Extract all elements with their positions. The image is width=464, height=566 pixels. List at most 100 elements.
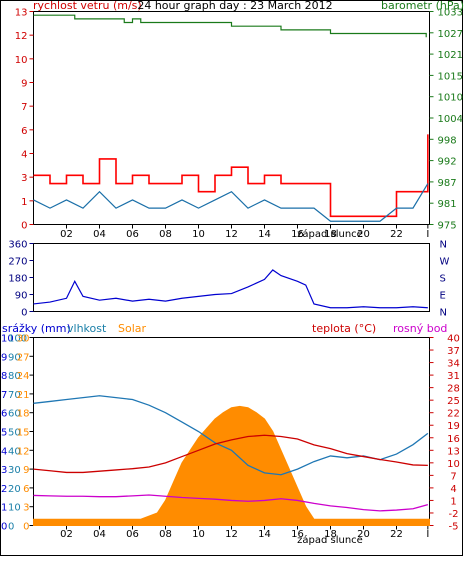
- temp-tick-label: 28: [447, 384, 460, 395]
- x-tick-label: 16: [291, 529, 304, 540]
- barometer-tick-label: 1033: [438, 8, 463, 19]
- series-rosný bod: [33, 494, 429, 512]
- barometer-tick-label: 1004: [438, 114, 463, 125]
- direction-series: [33, 269, 428, 309]
- barometer-tick-label: 981: [438, 199, 457, 210]
- solar-tick-label: 30: [17, 334, 30, 345]
- barometer-tick-label: 1010: [438, 93, 463, 104]
- solar-tick-label: 12: [17, 446, 30, 457]
- humidity-tick-label: 40: [8, 446, 21, 457]
- precip-tick-label: 10: [1, 334, 14, 345]
- precip-tick-label: 2: [1, 484, 7, 495]
- precip-tick-label: 7: [1, 390, 7, 401]
- temp-tick-label: 31: [447, 371, 460, 382]
- humidity-axis-title: vlhkost: [67, 322, 107, 335]
- wind-tick-label: 12: [15, 31, 28, 42]
- chart-title: 24 hour graph day : 23 March 2012: [137, 0, 332, 12]
- x-tick-label: 12: [225, 529, 238, 540]
- humidity-tick-label: 80: [8, 371, 21, 382]
- barometer-tick-label: 1015: [438, 71, 463, 82]
- compass-label: W: [440, 257, 450, 268]
- wind-tick-label: 6: [21, 126, 27, 137]
- series-teplota: [33, 434, 428, 474]
- solar-tick-label: 24: [17, 371, 30, 382]
- x-tick-label: 22: [390, 229, 403, 240]
- barometer-tick-label: 998: [438, 135, 457, 146]
- solar-tick-label: 9: [23, 465, 29, 476]
- x-tick-label: 10: [192, 529, 205, 540]
- climate-panel: srážky (mm) vlhkost Solar teplota (°C) r…: [1, 322, 460, 546]
- barometer-tick-label: 1021: [438, 50, 463, 61]
- compass-label: S: [440, 274, 446, 285]
- climate-series: [33, 395, 430, 526]
- precip-tick-label: 8: [1, 371, 7, 382]
- solar-tick-label: 18: [17, 409, 30, 420]
- wind-tick-label: 10: [15, 55, 28, 66]
- temp-tick-label: 16: [447, 434, 460, 445]
- barometer-tick-label: 975: [438, 221, 457, 232]
- solar-tick-label: 3: [23, 503, 29, 514]
- direction-tick-label: 180: [8, 274, 27, 285]
- wind-tick-label: 7: [21, 102, 27, 113]
- temp-tick-label: 4: [450, 484, 456, 495]
- x-tick-label: 22: [390, 529, 403, 540]
- wind-tick-label: 9: [21, 79, 27, 90]
- direction-tick-label: 90: [15, 291, 28, 302]
- temp-tick-label: 40: [447, 334, 460, 345]
- x-tick-label: 06: [126, 229, 139, 240]
- solar-tick-label: 27: [17, 352, 30, 363]
- solar-tick-label: 21: [17, 390, 30, 401]
- humidity-tick-label: 20: [8, 484, 21, 495]
- humidity-tick-label: 70: [8, 390, 21, 401]
- barometer-y-axis: 975 981 987 992 998 1004 1010 1015 1021 1027 1033: [429, 8, 463, 232]
- temp-tick-label: 7: [450, 471, 456, 482]
- wind-series: [33, 14, 429, 222]
- solar-tick-label: 6: [23, 484, 29, 495]
- x-tick-label: 16: [291, 229, 304, 240]
- precip-tick-label: 4: [1, 446, 7, 457]
- climate-x-axis: 02 04 06 08 10 12 14 16 18 20 22 I: [60, 525, 429, 540]
- series-wind_direction: [33, 269, 428, 309]
- temp-tick-label: -2: [449, 509, 459, 520]
- humidity-tick-label: 30: [8, 465, 21, 476]
- x-tick-label: 18: [324, 529, 337, 540]
- x-tick-label: 20: [357, 529, 370, 540]
- direction-tick-label: 270: [8, 257, 27, 268]
- x-tick-label: 14: [258, 529, 271, 540]
- temp-tick-label: 25: [447, 396, 460, 407]
- barometer-axis-title: barometr (hPa): [381, 0, 464, 12]
- precip-tick-label: 1: [1, 503, 7, 514]
- temp-tick-label: 34: [447, 359, 460, 370]
- barometer-tick-label: 992: [438, 157, 457, 168]
- precip-tick-label: 3: [1, 465, 7, 476]
- humidity-tick-label: 10: [8, 503, 21, 514]
- x-tick-label: 14: [258, 229, 271, 240]
- precip-tick-label: 5: [1, 428, 7, 439]
- compass-label: N: [440, 308, 447, 319]
- series-wind_gust: [33, 134, 429, 218]
- series-solar: [33, 405, 430, 526]
- x-tick-label: 08: [159, 229, 172, 240]
- temp-tick-label: 19: [447, 421, 460, 432]
- direction-plot-area: [33, 243, 430, 312]
- dew-axis-title: rosný bod: [393, 322, 447, 335]
- temp-tick-label: -5: [449, 522, 459, 533]
- solar-tick-label: 0: [23, 522, 29, 533]
- wind-tick-label: 0: [21, 221, 27, 232]
- x-tick-label: 18: [324, 229, 337, 240]
- x-tick-label: 12: [225, 229, 238, 240]
- x-tick-label: 02: [60, 229, 73, 240]
- x-tick-label: 04: [93, 529, 106, 540]
- direction-tick-label: 0: [21, 308, 27, 319]
- x-tick-label: 20: [357, 229, 370, 240]
- humidity-tick-label: 0: [8, 522, 14, 533]
- wind-axis-title: rychlost vetru (m/s): [33, 0, 142, 12]
- x-tick-label: 02: [60, 529, 73, 540]
- wind-tick-label: 4: [21, 150, 27, 161]
